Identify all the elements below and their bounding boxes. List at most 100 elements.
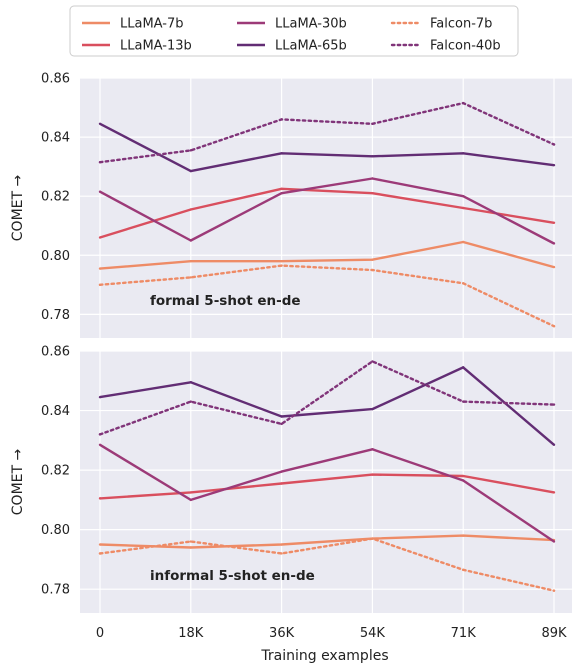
data-point-llama-30b — [552, 540, 556, 543]
data-point-llama-7b — [189, 546, 192, 549]
data-point-falcon-40b — [280, 422, 283, 426]
x-tick-label: 18K — [178, 626, 204, 641]
data-point-llama-7b — [462, 240, 465, 244]
data-point-falcon-40b — [189, 400, 192, 403]
data-point-llama-13b — [371, 473, 374, 476]
data-point-llama-13b — [552, 221, 556, 224]
data-point-llama-7b — [280, 259, 283, 263]
panel-1: 0.78 0.80 0.82 0.84 0.86 COMET → formal 5-shot… — [10, 72, 572, 338]
series-line-llama-65b — [99, 122, 555, 173]
data-point-llama-30b — [189, 498, 192, 502]
legend-label-llama-30b: LLaMA-30b — [275, 17, 347, 32]
series-line-falcon-40b — [98, 360, 556, 436]
data-point-llama-7b — [371, 258, 374, 261]
data-point-falcon-7b — [98, 552, 102, 555]
y-tick-label: 0.80 — [41, 523, 70, 538]
data-point-llama-13b — [280, 482, 283, 485]
panel-2: 0.78 0.80 0.82 0.84 0.86 COMET → informal 5-sh… — [10, 345, 572, 641]
data-point-llama-65b — [189, 381, 192, 384]
data-point-falcon-7b — [552, 324, 556, 328]
data-point-llama-30b — [371, 177, 374, 180]
legend-label-llama-13b: LLaMA-13b — [120, 39, 192, 54]
data-point-falcon-7b — [552, 589, 556, 592]
data-point-llama-30b — [462, 479, 465, 482]
data-point-falcon-40b — [552, 143, 556, 146]
legend-label-llama-65b: LLaMA-65b — [275, 39, 347, 54]
data-point-llama-13b — [189, 208, 192, 211]
data-point-llama-7b — [98, 267, 102, 270]
data-point-llama-7b — [189, 259, 192, 263]
y-tick-label: 0.80 — [41, 249, 70, 264]
data-point-llama-7b — [462, 534, 465, 537]
x-tick-label: 36K — [269, 626, 295, 641]
data-point-llama-65b — [462, 152, 465, 155]
y-tick-label: 0.84 — [41, 131, 70, 146]
series-line-llama-7b — [99, 240, 555, 270]
data-point-falcon-40b — [462, 400, 465, 403]
data-point-llama-65b — [189, 169, 192, 173]
data-point-llama-13b — [98, 497, 102, 500]
data-point-llama-30b — [280, 470, 283, 473]
legend-item-llama-30b: LLaMA-30b — [237, 17, 347, 32]
series-line-llama-13b — [99, 187, 555, 239]
data-point-falcon-7b — [189, 276, 192, 279]
data-point-llama-30b — [98, 190, 102, 193]
data-point-falcon-40b — [98, 161, 102, 164]
x-axis-label: Training examples — [260, 648, 388, 664]
data-point-llama-13b — [462, 474, 465, 478]
y-tick-label: 0.82 — [41, 464, 70, 479]
legend-item-falcon-40b: Falcon-40b — [390, 39, 501, 54]
y-tick-label: 0.78 — [41, 308, 70, 323]
x-tick-label: 54K — [360, 626, 386, 641]
data-point-falcon-40b — [462, 101, 465, 105]
series-line-llama-65b — [99, 366, 555, 446]
data-point-llama-13b — [552, 491, 556, 494]
data-point-falcon-7b — [189, 540, 192, 543]
x-tick-label: 0 — [96, 626, 104, 641]
x-tick-label: 89K — [541, 626, 567, 641]
y-tick-label: 0.78 — [41, 583, 70, 598]
data-point-falcon-40b — [280, 118, 283, 121]
panel-annotation: formal 5-shot en-de — [150, 293, 301, 309]
data-point-falcon-7b — [280, 552, 283, 555]
series-line-llama-30b — [99, 443, 555, 543]
data-point-falcon-7b — [462, 282, 465, 285]
data-point-llama-30b — [280, 192, 283, 195]
data-point-llama-30b — [552, 242, 556, 245]
series-line-falcon-7b — [98, 264, 556, 328]
data-point-llama-65b — [371, 407, 374, 411]
series-line-falcon-40b — [98, 101, 556, 164]
legend-item-llama-7b: LLaMA-7b — [82, 17, 184, 32]
data-point-llama-13b — [189, 491, 192, 494]
series-line-llama-7b — [99, 534, 555, 549]
series-line-llama-13b — [99, 473, 555, 500]
data-point-falcon-40b — [189, 149, 192, 152]
legend-item-llama-13b: LLaMA-13b — [82, 39, 192, 54]
data-point-llama-13b — [280, 187, 283, 190]
data-point-llama-65b — [552, 443, 556, 446]
data-point-falcon-40b — [371, 122, 374, 125]
data-point-llama-65b — [280, 415, 283, 418]
data-point-llama-65b — [98, 395, 102, 399]
data-point-falcon-40b — [98, 433, 102, 436]
legend: LLaMA-7b LLaMA-13b LLaMA-30b LLaMA-65b Falco… — [69, 5, 519, 57]
series-line-falcon-7b — [98, 537, 556, 592]
y-axis-label: COMET → — [10, 175, 26, 242]
data-point-llama-65b — [280, 152, 283, 155]
data-point-falcon-7b — [280, 264, 283, 267]
data-point-llama-13b — [371, 192, 374, 195]
data-point-llama-7b — [280, 543, 283, 546]
data-point-llama-7b — [552, 265, 556, 269]
data-point-llama-13b — [98, 236, 102, 239]
data-point-llama-65b — [98, 122, 102, 125]
series-line-llama-30b — [99, 177, 555, 245]
y-tick-label: 0.84 — [41, 404, 70, 419]
y-axis-label: COMET → — [10, 449, 26, 516]
y-tick-label: 0.82 — [41, 190, 70, 205]
data-point-llama-65b — [462, 366, 465, 369]
data-point-llama-65b — [371, 155, 374, 158]
data-point-llama-13b — [462, 206, 465, 210]
data-point-llama-7b — [98, 543, 102, 546]
data-point-falcon-40b — [552, 403, 556, 406]
